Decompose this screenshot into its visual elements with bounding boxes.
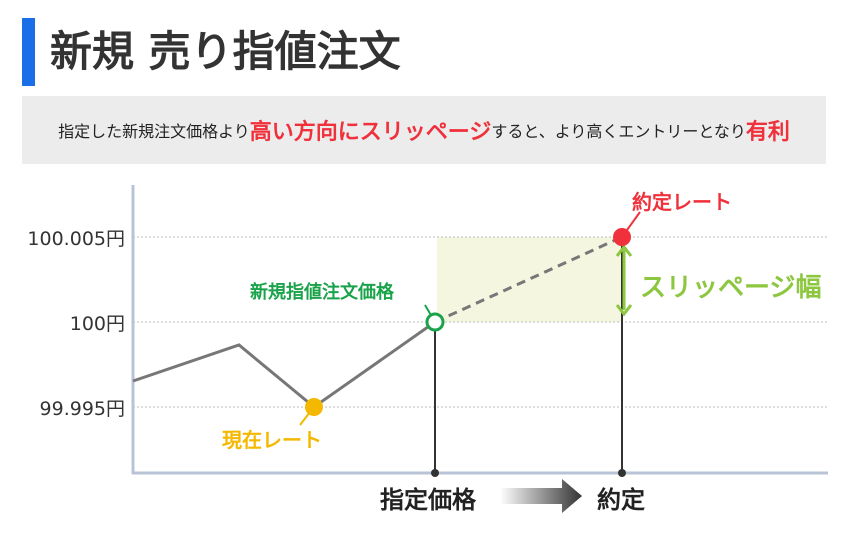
subtitle-text-1: 指定した新規注文価格より <box>58 122 250 141</box>
current-rate-label: 現在レート <box>222 428 322 452</box>
x-label-order-price: 指定価格 <box>380 486 476 514</box>
arrow-head-down <box>615 304 633 317</box>
order-price-label: 新規指値注文価格 <box>250 282 394 303</box>
subtitle-banner: 指定した新規注文価格より 高い方向にスリッページ すると、より高くエントリーとな… <box>22 96 826 164</box>
subtitle-highlight-2: 有利 <box>745 120 790 145</box>
executed-axis-dot <box>618 469 626 477</box>
title-accent-bar <box>22 18 35 86</box>
y-tick-100005: 100.005円 <box>27 228 125 250</box>
page-title: 新規 売り指値注文 <box>50 27 401 76</box>
slippage-width-label: スリッページ幅 <box>640 273 822 303</box>
executed-rate-label: 約定レート <box>632 190 732 214</box>
current-rate-point <box>305 398 323 416</box>
x-label-executed: 約定 <box>597 486 645 514</box>
order-price-point <box>425 312 445 332</box>
price-line <box>132 320 436 409</box>
slippage-dashed-line <box>434 235 623 324</box>
executed-rate-point <box>613 228 631 246</box>
subtitle-text-2: すると、より高くエントリーとなり <box>491 122 746 141</box>
arrow-head-up <box>615 244 633 257</box>
order-axis-dot <box>431 469 439 477</box>
subtitle-highlight-1: 高い方向にスリッページ <box>249 120 492 145</box>
y-tick-100: 100円 <box>69 313 125 335</box>
time-arrow <box>500 479 582 513</box>
y-tick-99995: 99.995円 <box>39 398 125 420</box>
